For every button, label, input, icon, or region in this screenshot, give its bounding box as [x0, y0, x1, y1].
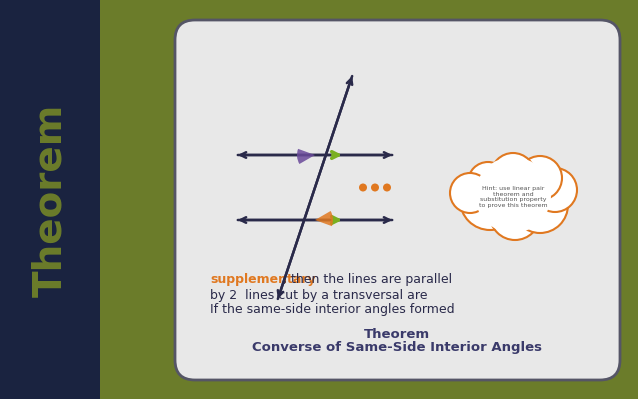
Circle shape	[490, 190, 540, 240]
Circle shape	[512, 177, 568, 233]
Wedge shape	[315, 211, 333, 226]
FancyBboxPatch shape	[0, 0, 100, 399]
Text: If the same-side interior angles formed: If the same-side interior angles formed	[210, 304, 455, 316]
Circle shape	[359, 184, 367, 192]
FancyBboxPatch shape	[175, 20, 620, 380]
Text: , then the lines are parallel: , then the lines are parallel	[283, 273, 452, 286]
Circle shape	[491, 153, 535, 197]
Circle shape	[450, 173, 490, 213]
Circle shape	[468, 162, 508, 202]
Text: Theorem: Theorem	[31, 103, 69, 297]
Text: supplementary: supplementary	[210, 273, 316, 286]
Circle shape	[383, 184, 391, 192]
Text: Theorem: Theorem	[364, 328, 430, 340]
Circle shape	[533, 168, 577, 212]
Circle shape	[518, 156, 562, 200]
Text: by 2  lines cut by a transversal are: by 2 lines cut by a transversal are	[210, 288, 427, 302]
Circle shape	[475, 157, 551, 233]
Circle shape	[371, 184, 379, 192]
Text: Converse of Same-Side Interior Angles: Converse of Same-Side Interior Angles	[252, 342, 542, 354]
Text: Hint: use linear pair
theorem and
substitution property
to prove this theorem: Hint: use linear pair theorem and substi…	[478, 186, 547, 208]
Circle shape	[460, 170, 520, 230]
Wedge shape	[297, 149, 315, 164]
